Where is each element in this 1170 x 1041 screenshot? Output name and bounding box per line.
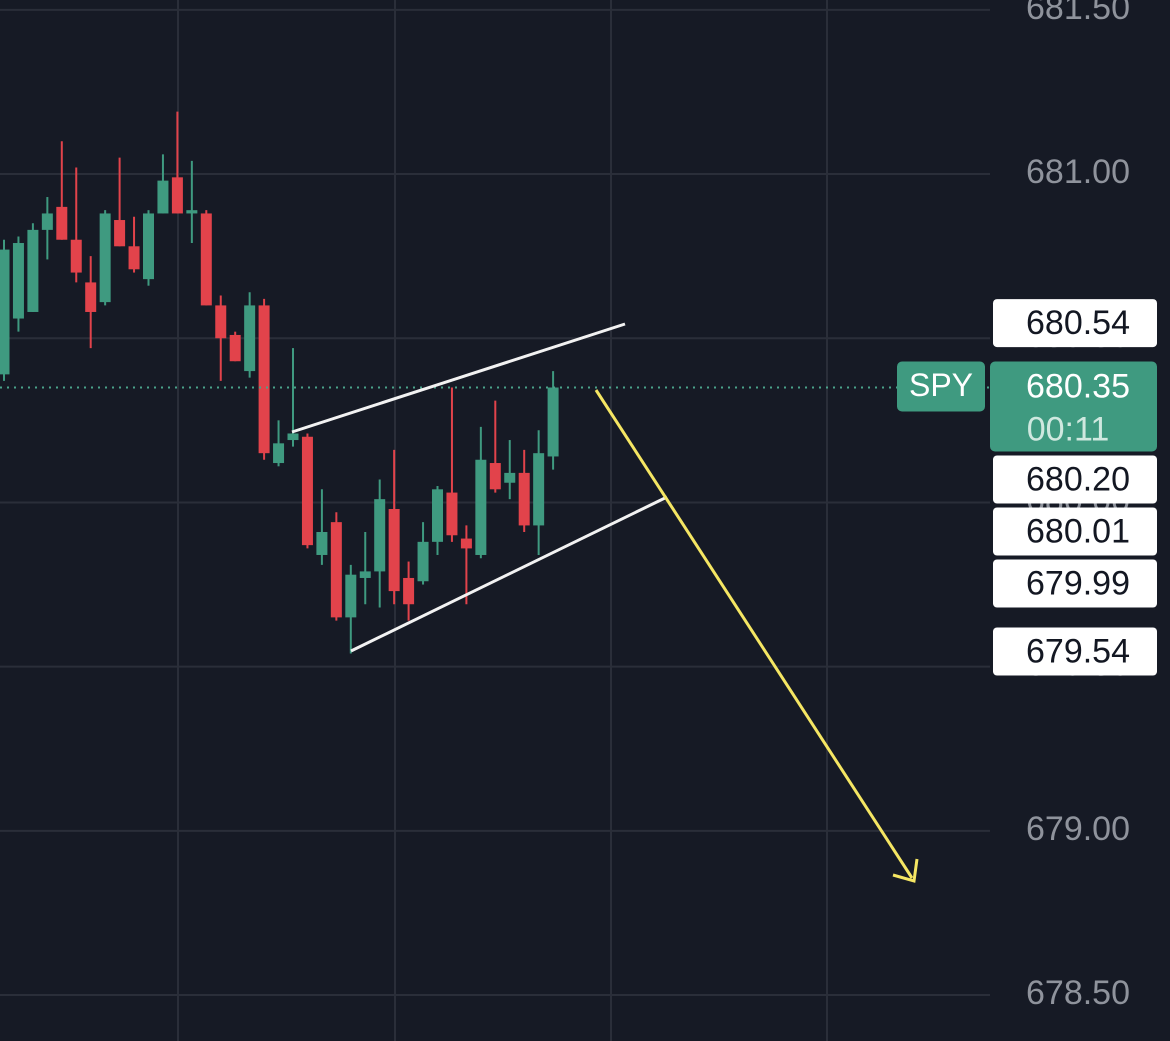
candle-body xyxy=(186,210,198,214)
candle-body xyxy=(244,305,256,372)
candle-body xyxy=(330,522,342,618)
last-price-tag xyxy=(990,361,1157,452)
drawings xyxy=(291,322,919,883)
price-tag-label: 679.54 xyxy=(1026,632,1130,670)
candle-body xyxy=(316,531,328,555)
y-tick-label: 681.00 xyxy=(1026,153,1130,191)
candle-body xyxy=(41,213,53,230)
candle-body xyxy=(533,453,545,526)
candle-body xyxy=(70,239,82,273)
horizontal-grid xyxy=(0,8,990,997)
candle-body xyxy=(432,489,443,542)
candle-body xyxy=(56,206,68,240)
candle-body xyxy=(489,463,501,490)
candle-body xyxy=(504,472,516,483)
candles xyxy=(0,111,990,654)
candle-body xyxy=(128,246,140,270)
arrow-shaft xyxy=(594,389,914,879)
candle-body xyxy=(171,177,183,214)
candle-body xyxy=(157,180,169,214)
candle-body xyxy=(446,492,458,536)
symbol-tag xyxy=(897,361,985,412)
arrow-head xyxy=(892,858,919,883)
candle-body xyxy=(143,213,154,280)
candle-body xyxy=(215,305,227,339)
candle-body xyxy=(403,577,415,605)
last-price-label: 680.35 xyxy=(1026,367,1130,405)
y-tick-label: 681.50 xyxy=(1026,0,1130,27)
y-tick-label: 678.50 xyxy=(1026,974,1130,1012)
countdown-label: 00:11 xyxy=(1027,410,1110,448)
candle-body xyxy=(99,213,111,303)
candle-body xyxy=(27,229,39,312)
candle-body xyxy=(273,443,285,464)
y-tick-label: 679.00 xyxy=(1026,810,1130,848)
candle-body xyxy=(85,282,97,312)
candle-body xyxy=(388,509,400,592)
price-tag-label: 680.54 xyxy=(1026,304,1130,342)
symbol-label: SPY xyxy=(909,367,973,403)
candle-body xyxy=(258,305,270,454)
candle-body xyxy=(12,243,24,319)
candle-body xyxy=(359,571,371,578)
price-tag xyxy=(993,559,1157,608)
candle-body xyxy=(0,249,10,375)
candle-body xyxy=(345,574,357,618)
price-tags: 680.54 SPY 680.35 00:11 680.20 680.01 679.99 67… xyxy=(897,299,1157,676)
candle-body xyxy=(547,387,559,457)
price-tag xyxy=(993,299,1157,348)
candle-body xyxy=(114,220,126,247)
candle-body xyxy=(475,459,487,555)
price-tag-label: 679.99 xyxy=(1026,564,1130,602)
candle-body xyxy=(417,541,429,582)
candle-body xyxy=(518,472,530,526)
candle-body xyxy=(301,436,313,546)
price-tag-label: 680.01 xyxy=(1026,512,1130,550)
candle-body xyxy=(200,213,212,306)
price-tag xyxy=(993,507,1157,556)
candle-body xyxy=(460,538,472,549)
upper-trendline xyxy=(291,322,626,434)
price-tag xyxy=(993,627,1157,676)
price-tag xyxy=(993,455,1157,504)
price-tag-label: 680.20 xyxy=(1026,460,1130,498)
candle-body xyxy=(287,433,299,441)
lower-trendline xyxy=(350,495,668,653)
candle-body xyxy=(374,499,386,572)
candle-body xyxy=(229,334,241,362)
